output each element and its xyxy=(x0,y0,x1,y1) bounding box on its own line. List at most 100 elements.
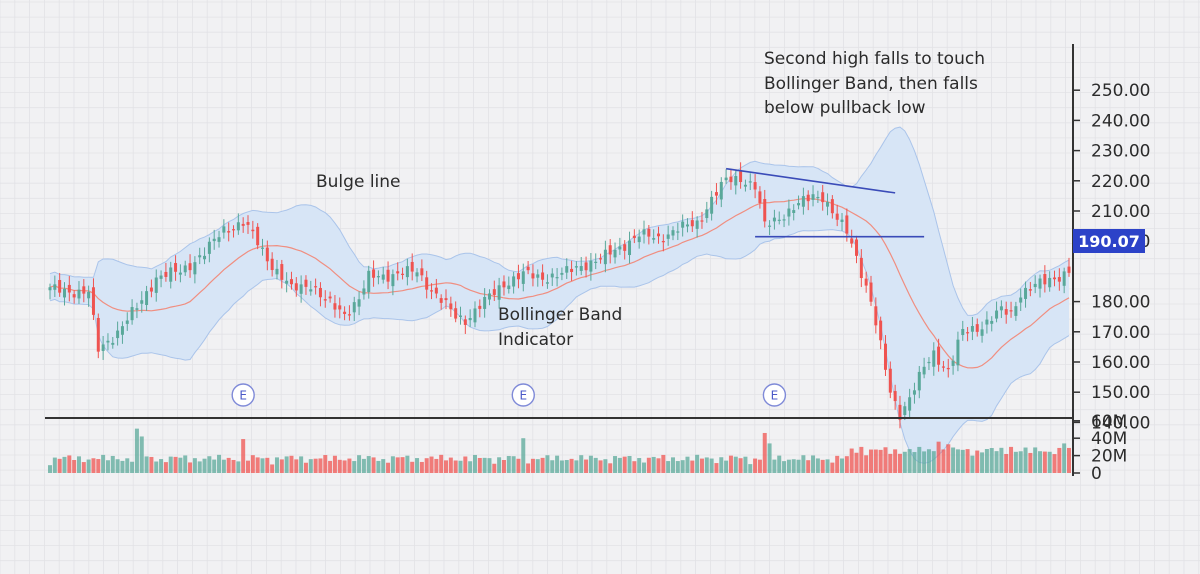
volume-bar xyxy=(241,439,246,473)
volume-bar xyxy=(274,457,279,473)
volume-bar xyxy=(642,462,647,473)
candle-body xyxy=(251,229,255,232)
volume-bar xyxy=(323,455,328,473)
volume-bar xyxy=(183,455,188,473)
volume-bar xyxy=(284,456,289,473)
volume-bar xyxy=(313,458,318,473)
volume-bar xyxy=(429,456,434,473)
candle-body xyxy=(922,366,926,375)
volume-bar xyxy=(188,462,193,473)
candle-body xyxy=(381,274,385,280)
volume-bar xyxy=(690,460,695,473)
candle-body xyxy=(193,262,197,275)
candle-body xyxy=(516,273,520,280)
candle-body xyxy=(227,231,231,233)
candle-body xyxy=(372,269,376,278)
volume-bar xyxy=(714,463,719,473)
volume-bar xyxy=(777,455,782,473)
candle-body xyxy=(1028,289,1032,291)
candle-body xyxy=(695,220,699,229)
volume-bar xyxy=(656,458,661,473)
candle-body xyxy=(782,219,786,221)
volume-bar xyxy=(728,455,733,473)
volume-bar xyxy=(622,456,627,473)
volume-bar xyxy=(105,460,110,473)
candle-body xyxy=(623,244,627,251)
candle-body xyxy=(1019,297,1023,303)
volume-bar xyxy=(960,449,965,473)
candle-body xyxy=(531,273,535,279)
volume-bar xyxy=(366,456,371,473)
candle-body xyxy=(883,343,887,370)
earnings-marker-label: E xyxy=(239,389,247,403)
volume-bar xyxy=(477,457,482,473)
volume-bar xyxy=(849,448,854,473)
candle-body xyxy=(560,272,564,275)
candle-body xyxy=(188,263,192,271)
volume-bar xyxy=(390,456,395,473)
volume-bar xyxy=(825,459,830,473)
candle-body xyxy=(806,194,810,202)
candle-body xyxy=(58,279,62,293)
candle-body xyxy=(203,255,207,260)
volume-bar xyxy=(526,463,531,473)
candle-body xyxy=(449,303,453,310)
candle-body xyxy=(980,329,984,336)
volume-bar xyxy=(719,457,724,473)
volume-bar xyxy=(371,457,376,473)
volume-bar xyxy=(463,456,468,473)
candle-body xyxy=(111,342,115,345)
price-tick-label: 160.00 xyxy=(1091,353,1150,373)
candle-body xyxy=(990,320,994,324)
volume-bar xyxy=(101,454,106,473)
volume-bar xyxy=(830,462,835,473)
volume-bar xyxy=(521,438,526,473)
volume-bar xyxy=(1062,443,1067,473)
candle-body xyxy=(594,261,598,263)
candle-body xyxy=(376,276,380,278)
volume-bar xyxy=(139,436,144,473)
volume-bar xyxy=(120,460,125,473)
candle-body xyxy=(763,199,767,222)
candle-body xyxy=(888,368,892,393)
volume-bar xyxy=(415,458,420,473)
volume-bar xyxy=(96,459,101,473)
candle-body xyxy=(478,305,482,309)
candle-body xyxy=(961,328,965,336)
candle-body xyxy=(927,361,931,364)
candle-body xyxy=(130,307,134,321)
volume-bar xyxy=(989,448,994,473)
volume-bars xyxy=(48,428,1071,473)
volume-bar xyxy=(376,460,381,473)
volume-bar xyxy=(212,459,217,473)
candle-body xyxy=(318,287,322,298)
volume-bar xyxy=(52,457,57,473)
candle-body xyxy=(473,308,477,323)
candle-body xyxy=(294,283,298,291)
volume-bar xyxy=(883,447,888,473)
volume-bar xyxy=(419,461,424,473)
candle-body xyxy=(917,371,921,391)
candle-body xyxy=(787,208,791,217)
candle-body xyxy=(391,274,395,287)
candle-body xyxy=(681,221,685,228)
volume-bar xyxy=(680,460,685,473)
volume-bar xyxy=(530,458,535,473)
candle-body xyxy=(555,277,559,279)
volume-bar xyxy=(936,441,941,473)
volume-bar xyxy=(125,458,130,473)
bollinger-band-fill xyxy=(50,127,1069,464)
volume-bar xyxy=(289,455,294,473)
volume-bar xyxy=(352,461,357,473)
volume-bar xyxy=(917,446,922,473)
candle-body xyxy=(396,271,400,274)
volume-bar xyxy=(545,455,550,473)
volume-bar xyxy=(772,459,777,473)
volume-bar xyxy=(1018,451,1023,473)
moving-average-line xyxy=(49,197,1070,369)
volume-bar xyxy=(651,456,656,473)
volume-bar xyxy=(439,454,444,473)
candle-body xyxy=(149,287,153,292)
volume-bar xyxy=(864,455,869,473)
volume-bar xyxy=(217,454,222,473)
